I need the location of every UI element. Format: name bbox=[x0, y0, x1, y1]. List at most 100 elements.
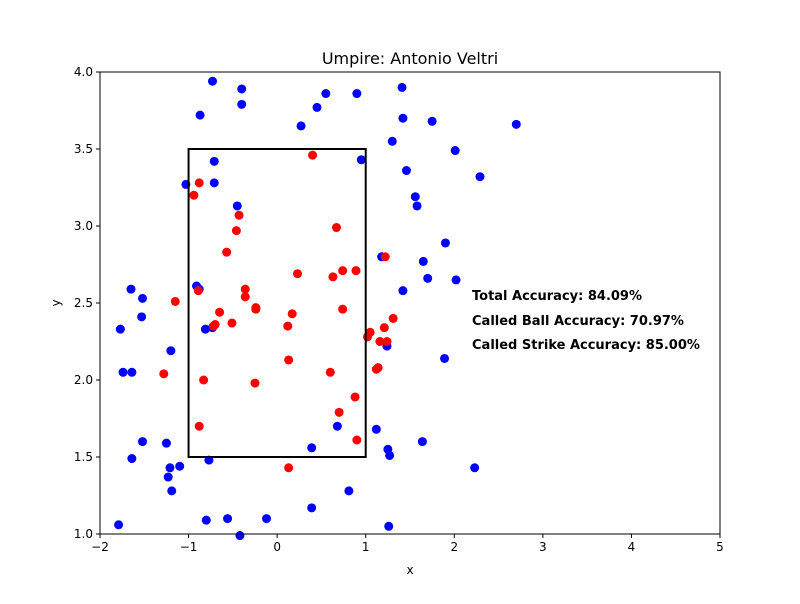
red-pitch-point bbox=[284, 463, 294, 473]
blue-pitch-point bbox=[470, 463, 480, 473]
red-pitch-point bbox=[380, 252, 390, 262]
y-tick-label: 4.0 bbox=[74, 65, 93, 79]
red-pitch-point bbox=[199, 375, 209, 385]
blue-pitch-point bbox=[307, 443, 317, 453]
red-pitch-point bbox=[338, 304, 348, 314]
x-tick-label: −1 bbox=[180, 540, 198, 554]
blue-pitch-point bbox=[356, 155, 366, 165]
red-pitch-point bbox=[240, 292, 250, 302]
red-pitch-point bbox=[227, 318, 237, 328]
blue-pitch-point bbox=[475, 172, 485, 182]
x-tick-label: 0 bbox=[273, 540, 281, 554]
blue-pitch-point bbox=[352, 89, 362, 99]
red-pitch-point bbox=[371, 364, 381, 374]
blue-pitch-point bbox=[296, 121, 306, 131]
red-pitch-point bbox=[325, 367, 335, 377]
blue-pitch-point bbox=[195, 110, 205, 120]
blue-pitch-point bbox=[511, 119, 521, 129]
blue-pitch-point bbox=[371, 424, 381, 434]
red-pitch-point bbox=[159, 369, 169, 379]
blue-pitch-point bbox=[127, 454, 137, 464]
blue-pitch-point bbox=[450, 146, 460, 156]
blue-pitch-point bbox=[118, 367, 128, 377]
blue-pitch-point bbox=[312, 102, 322, 112]
y-tick-label: 3.0 bbox=[74, 219, 93, 233]
strike-accuracy-annotation: Called Strike Accuracy: 85.00% bbox=[472, 338, 700, 353]
x-tick-label: 4 bbox=[628, 540, 636, 554]
blue-pitch-point bbox=[321, 89, 331, 99]
red-pitch-point bbox=[351, 266, 361, 276]
red-pitch-point bbox=[193, 286, 203, 296]
blue-pitch-point bbox=[115, 324, 125, 334]
blue-pitch-point bbox=[201, 515, 211, 525]
red-pitch-point bbox=[287, 309, 297, 319]
blue-pitch-point bbox=[126, 284, 136, 294]
red-pitch-point bbox=[308, 150, 318, 160]
blue-pitch-point bbox=[401, 166, 411, 176]
blue-pitch-point bbox=[127, 367, 137, 377]
blue-pitch-point bbox=[167, 486, 177, 496]
y-tick-label: 3.5 bbox=[74, 142, 93, 156]
red-pitch-point bbox=[234, 210, 244, 220]
blue-pitch-point bbox=[398, 286, 408, 296]
y-tick-label: 1.0 bbox=[74, 527, 93, 541]
red-pitch-point bbox=[215, 307, 225, 317]
red-pitch-point bbox=[352, 435, 362, 445]
blue-pitch-point bbox=[387, 136, 397, 146]
total-accuracy-annotation: Total Accuracy: 84.09% bbox=[472, 289, 642, 304]
points-layer bbox=[114, 76, 521, 541]
red-pitch-point bbox=[375, 337, 385, 346]
strike-zone-box bbox=[187, 148, 367, 458]
blue-pitch-point bbox=[232, 201, 242, 211]
red-pitch-point bbox=[250, 378, 260, 388]
x-tick-label: 5 bbox=[716, 540, 724, 554]
red-pitch-point bbox=[194, 178, 204, 188]
blue-pitch-point bbox=[440, 238, 450, 248]
red-pitch-point bbox=[283, 321, 293, 331]
blue-pitch-point bbox=[384, 521, 394, 531]
red-pitch-point bbox=[334, 407, 344, 417]
red-pitch-point bbox=[251, 304, 261, 314]
x-axis-label: x bbox=[406, 563, 413, 577]
y-axis-ticks: 1.0 1.5 2.0 2.5 3.0 3.5 4.0 bbox=[74, 65, 100, 541]
y-tick-label: 2.5 bbox=[74, 296, 93, 310]
blue-pitch-point bbox=[385, 450, 395, 460]
red-pitch-point bbox=[382, 337, 392, 346]
blue-pitch-point bbox=[207, 76, 217, 86]
blue-pitch-point bbox=[138, 293, 148, 303]
x-tick-label: 1 bbox=[362, 540, 370, 554]
red-pitch-point bbox=[222, 247, 232, 257]
blue-pitch-point bbox=[165, 463, 175, 473]
red-pitch-point bbox=[194, 421, 204, 431]
blue-pitch-point bbox=[138, 437, 148, 447]
blue-pitch-point bbox=[397, 82, 407, 92]
blue-pitch-point bbox=[423, 273, 433, 283]
x-tick-label: 2 bbox=[450, 540, 458, 554]
x-tick-label: −2 bbox=[91, 540, 109, 554]
red-pitch-point bbox=[170, 296, 180, 306]
red-pitch-point bbox=[284, 355, 294, 365]
red-pitch-point bbox=[231, 226, 241, 236]
chart-title: Umpire: Antonio Veltri bbox=[322, 49, 498, 68]
red-pitch-point bbox=[328, 272, 338, 282]
blue-pitch-point bbox=[410, 192, 420, 202]
blue-pitch-point bbox=[344, 486, 354, 496]
blue-pitch-point bbox=[237, 84, 247, 94]
blue-pitch-point bbox=[209, 156, 219, 166]
blue-pitch-point bbox=[166, 346, 176, 356]
blue-pitch-point bbox=[163, 472, 173, 482]
blue-pitch-point bbox=[412, 201, 422, 211]
red-pitch-point bbox=[331, 223, 341, 233]
blue-pitch-point bbox=[175, 461, 185, 471]
red-pitch-point bbox=[189, 190, 199, 200]
blue-pitch-point bbox=[114, 520, 124, 530]
y-tick-label: 1.5 bbox=[74, 450, 93, 464]
x-tick-label: 3 bbox=[539, 540, 547, 554]
y-axis-label: y bbox=[49, 299, 63, 306]
blue-pitch-point bbox=[161, 438, 171, 448]
ball-accuracy-annotation: Called Ball Accuracy: 70.97% bbox=[472, 314, 684, 329]
blue-pitch-point bbox=[235, 531, 245, 541]
